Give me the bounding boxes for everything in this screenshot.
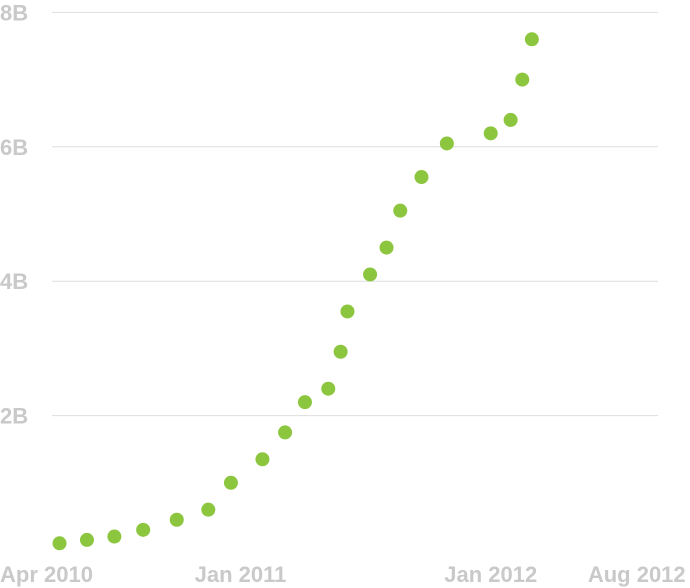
data-point — [503, 112, 518, 127]
data-points — [52, 32, 539, 551]
data-point — [333, 344, 348, 359]
x-axis-labels: Apr 2010 Jan 2011 Jan 2012 Aug 2012 — [0, 562, 686, 587]
gridlines — [52, 11, 658, 417]
y-axis-labels: 2B 4B 6B 8B — [0, 0, 28, 428]
data-point — [363, 267, 378, 282]
data-point — [136, 522, 151, 537]
data-point — [278, 425, 293, 440]
y-tick-label: 6B — [0, 135, 28, 160]
data-point — [439, 136, 454, 151]
y-tick-label: 4B — [0, 269, 28, 294]
data-point — [393, 203, 408, 218]
data-point — [79, 532, 94, 547]
data-point — [297, 395, 312, 410]
y-tick-label: 8B — [0, 0, 28, 25]
data-point — [169, 512, 184, 527]
data-point — [340, 304, 355, 319]
data-point — [515, 72, 530, 87]
data-point — [201, 502, 216, 517]
y-tick-label: 2B — [0, 404, 28, 429]
data-point — [483, 126, 498, 141]
data-point — [255, 452, 270, 467]
x-tick-label: Aug 2012 — [588, 562, 686, 587]
data-point — [524, 32, 539, 47]
x-tick-label: Jan 2011 — [195, 562, 287, 587]
data-point — [223, 475, 238, 490]
data-point — [379, 240, 394, 255]
data-point — [414, 170, 429, 185]
data-point — [321, 381, 336, 396]
x-tick-label: Apr 2010 — [0, 562, 93, 587]
x-tick-label: Jan 2012 — [444, 562, 537, 587]
data-point — [107, 529, 122, 544]
data-point — [52, 536, 67, 551]
